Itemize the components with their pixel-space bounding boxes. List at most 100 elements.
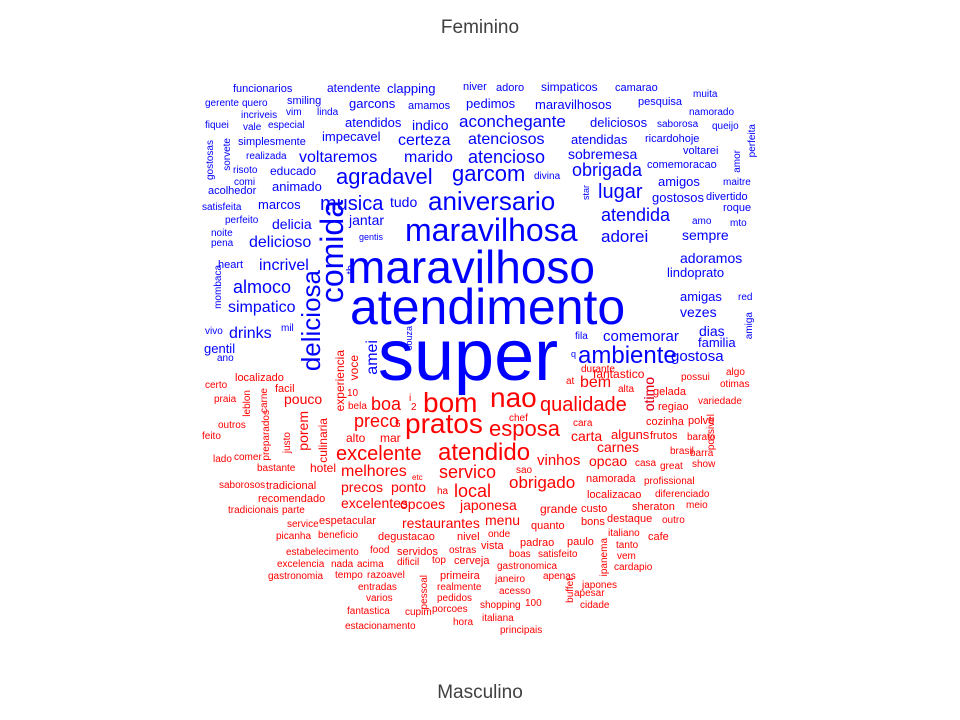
cloud-word-sempre-feminino: sempre <box>682 227 729 243</box>
cloud-word-divertido-feminino: divertido <box>706 191 748 203</box>
cloud-word-gastronomica-masculino: gastronomica <box>497 561 558 572</box>
cloud-word-picanha-masculino: picanha <box>276 531 312 542</box>
cloud-word-opcoes-masculino: opcoes <box>400 496 446 512</box>
cloud-word-barra-masculino: barra <box>690 448 714 459</box>
cloud-word-incriveis-feminino: incriveis <box>241 110 278 121</box>
cloud-word-jantar-feminino: jantar <box>349 212 385 228</box>
cloud-word-brasil-masculino: brasil <box>670 446 694 457</box>
cloud-word-amor-feminino: amor <box>732 150 743 173</box>
cloud-word-lindoprato-feminino: lindoprato <box>667 265 725 280</box>
cloud-word-garcom-feminino: garcom <box>452 161 526 186</box>
cloud-word-durante-masculino: durante <box>581 364 615 375</box>
cloud-word-red-feminino: red <box>738 292 753 303</box>
cloud-word-2-masculino: 2 <box>411 402 417 413</box>
cloud-word-ipanema-masculino: ipanema <box>599 538 610 577</box>
cloud-word-maravilhosa-feminino: maravilhosa <box>405 212 578 248</box>
cloud-word-shopping-masculino: shopping <box>480 600 521 611</box>
cloud-word-cupim-masculino: cupim <box>405 607 432 618</box>
cloud-word-realizada-feminino: realizada <box>246 151 287 162</box>
cloud-word-grande-masculino: grande <box>540 502 578 516</box>
cloud-word-italiano-masculino: italiano <box>608 528 640 539</box>
cloud-word-divina-feminino: divina <box>534 171 561 182</box>
cloud-word-maravilhoso-feminino: maravilhoso <box>347 241 595 293</box>
cloud-word-q-feminino: q <box>571 349 577 359</box>
cloud-word-atendido-masculino: atendido <box>438 439 531 466</box>
cloud-word-top-masculino: top <box>432 555 446 566</box>
cloud-word-varios-masculino: varios <box>366 593 393 604</box>
cloud-word-vista-masculino: vista <box>481 540 504 552</box>
cloud-word-onde-masculino: onde <box>488 529 511 540</box>
cloud-word-sheraton-masculino: sheraton <box>632 501 675 513</box>
cloud-word-possui-masculino: possui <box>681 372 710 383</box>
cloud-word-polvo-masculino: polvo <box>688 415 715 427</box>
cloud-word-diferenciado-masculino: diferenciado <box>655 489 710 500</box>
feminino-label: Feminino <box>440 17 520 38</box>
cloud-word-garcons-feminino: garcons <box>349 96 396 111</box>
cloud-word-comemorar-feminino: comemorar <box>603 328 679 345</box>
cloud-word-profissional-masculino: profissional <box>644 476 695 487</box>
cloud-word-vem-masculino: vem <box>617 551 636 562</box>
cloud-word-bastante-masculino: bastante <box>257 463 296 474</box>
cloud-word-great-masculino: great <box>660 461 683 472</box>
cloud-word-100-masculino: 100 <box>525 598 542 609</box>
cloud-word-possivel-masculino: possivel <box>706 414 717 451</box>
cloud-word-janeiro-masculino: janeiro <box>495 574 526 585</box>
cloud-word-fila-feminino: fila <box>575 331 588 342</box>
cloud-word-custo-masculino: custo <box>581 503 608 515</box>
cloud-word-gastronomia-masculino: gastronomia <box>268 571 324 582</box>
cloud-word-excelencia-masculino: excelencia <box>277 559 325 570</box>
cloud-word-boa-masculino: boa <box>371 394 402 414</box>
cloud-word-gentis-feminino: gentis <box>359 232 384 242</box>
cloud-word-drinks-feminino: drinks <box>229 325 272 342</box>
cloud-word-acesso-masculino: acesso <box>499 586 531 597</box>
cloud-word-facil-masculino: facil <box>275 383 295 395</box>
cloud-word-gerente-feminino: gerente <box>205 98 239 109</box>
cloud-word-souza-feminino: souza <box>404 326 414 351</box>
cloud-word-10-masculino: 10 <box>347 388 359 399</box>
cloud-word-queijo-feminino: queijo <box>712 121 739 132</box>
cloud-word-vinhos-masculino: vinhos <box>537 452 581 469</box>
cloud-word-tradicional-masculino: tradicional <box>266 480 317 492</box>
cloud-word-tanto-masculino: tanto <box>616 540 639 551</box>
cloud-word-quero-feminino: quero <box>242 98 268 109</box>
cloud-word-servidos-masculino: servidos <box>397 546 438 558</box>
cloud-word-melhores-masculino: melhores <box>341 463 407 480</box>
cloud-word-gentil-feminino: gentil <box>204 341 236 356</box>
cloud-word-muita-feminino: muita <box>693 89 718 100</box>
cloud-word-funcionarios-feminino: funcionarios <box>233 83 293 95</box>
cloud-word-risoto-feminino: risoto <box>233 165 258 176</box>
cloud-word-pesquisa-feminino: pesquisa <box>638 96 683 108</box>
cloud-word-maravilhosos-feminino: maravilhosos <box>535 97 612 112</box>
cloud-word-atendente-feminino: atendente <box>327 81 381 95</box>
cloud-word-delicia-feminino: delicia <box>272 216 312 232</box>
cloud-word-gelada-masculino: gelada <box>653 386 687 398</box>
cloud-word-servico-masculino: servico <box>439 462 497 482</box>
cloud-word-obrigado-masculino: obrigado <box>509 473 576 492</box>
cloud-word-fiquei-feminino: fiquei <box>205 120 229 131</box>
cloud-word-atencioso-feminino: atencioso <box>468 147 546 167</box>
cloud-word-amigas-feminino: amigas <box>680 289 722 304</box>
cloud-word-familia-feminino: familia <box>698 335 736 350</box>
cloud-word-alta-masculino: alta <box>618 384 635 395</box>
cloud-word-quanto-masculino: quanto <box>531 520 565 532</box>
cloud-word-ponto-masculino: ponto <box>391 479 427 495</box>
cloud-word-esposa-masculino: esposa <box>489 416 560 441</box>
cloud-word-cozinha-masculino: cozinha <box>646 416 684 428</box>
cloud-word-ano-feminino: ano <box>217 353 234 364</box>
cloud-word-justo-masculino: justo <box>282 432 293 454</box>
cloud-word-star-feminino: star <box>581 185 591 201</box>
cloud-word-barato-masculino: barato <box>687 432 716 443</box>
cloud-word-gostosos-feminino: gostosos <box>652 190 705 205</box>
cloud-word-praia-masculino: praia <box>214 394 237 405</box>
cloud-word-localizacao-masculino: localizacao <box>587 489 642 501</box>
cloud-word-adorei-feminino: adorei <box>601 227 649 246</box>
cloud-word-culinaria-masculino: culinaria <box>316 418 330 463</box>
cloud-word-apenas-masculino: apenas <box>543 571 576 582</box>
cloud-word-sobremesa-feminino: sobremesa <box>568 146 638 162</box>
cloud-word-atendimento-feminino: atendimento <box>350 279 626 335</box>
cloud-word-comemoracao-feminino: comemoracao <box>647 159 717 171</box>
cloud-word-hora-masculino: hora <box>453 617 474 628</box>
cloud-word-clapping-feminino: clapping <box>387 81 436 96</box>
cloud-word-alguns-masculino: alguns <box>611 427 650 442</box>
cloud-word-niver-feminino: niver <box>463 81 487 93</box>
